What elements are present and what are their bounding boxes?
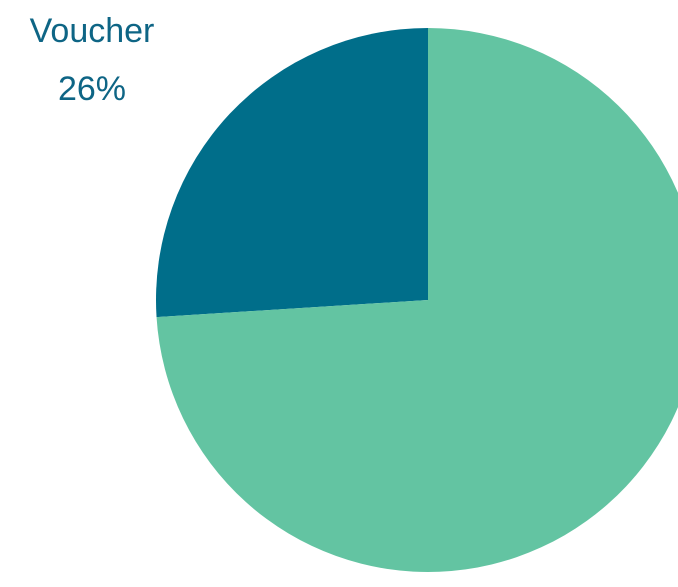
slice-label-voucher-percent: 26% (58, 70, 126, 108)
slice-label-voucher-name: Voucher (30, 12, 155, 50)
pie-slice-voucher (156, 28, 428, 318)
pie-slice-other-1 (156, 28, 678, 572)
pie-labels: Voucher 26% (30, 12, 155, 108)
pie-slices (156, 28, 678, 572)
